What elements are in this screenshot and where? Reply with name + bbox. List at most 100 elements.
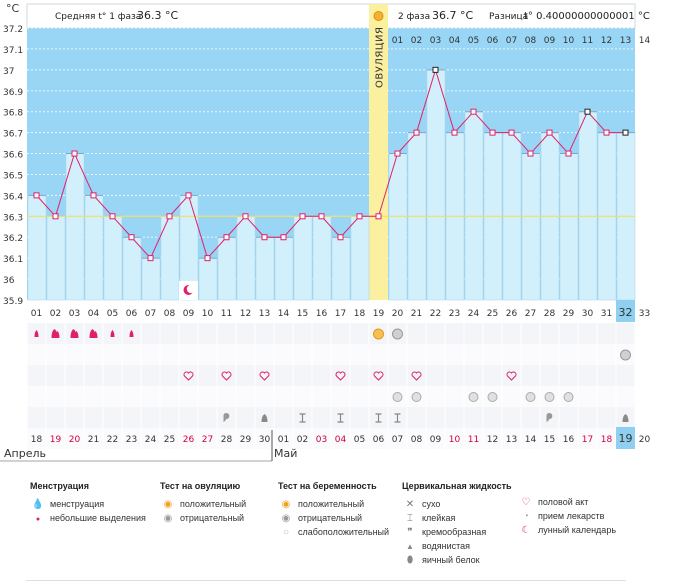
phase1-label: Средняя t° 1 фаза — [55, 12, 141, 22]
creamy-icon — [546, 413, 553, 422]
temp-bar — [274, 236, 294, 301]
pill-icon: ◔ — [522, 511, 530, 522]
calendar-date: 16 — [563, 435, 575, 445]
legend-item: ○ слабоположительный — [278, 525, 389, 539]
legend-item: ⌶ клейкая — [402, 511, 512, 525]
top-day-number: 02 — [411, 36, 422, 46]
calendar-date: 29 — [240, 435, 252, 445]
ovulation-column — [369, 4, 388, 300]
pill-icon — [411, 392, 422, 402]
temperature-point — [242, 213, 249, 220]
temp-bar — [464, 111, 484, 301]
temperature-point — [337, 234, 344, 241]
temp-bar — [103, 216, 123, 301]
heart-icon — [335, 371, 346, 381]
calendar-date: 02 — [297, 435, 308, 445]
temperature-point — [413, 129, 420, 136]
legend-item: ▲ водянистая — [402, 539, 512, 553]
temperature-point — [603, 129, 610, 136]
calendar-date: 10 — [449, 435, 461, 445]
top-day-number: 05 — [468, 36, 479, 46]
temp-bar — [198, 257, 218, 301]
cycle-day-label: 10 — [202, 309, 214, 319]
cycle-day-label: 27 — [525, 309, 536, 319]
top-day-number: 06 — [487, 36, 499, 46]
sticky-icon — [375, 413, 382, 423]
cycle-day-label: 20 — [392, 309, 404, 319]
ovulation-label: ОВУЛЯЦИЯ — [375, 27, 386, 89]
y-tick-label: 36.8 — [3, 109, 23, 119]
y-tick-label: 36.4 — [3, 192, 23, 202]
y-unit: °C — [6, 2, 20, 15]
legend-cervical-fluid: Цервикальная жидкость ✕ сухо ⌶ клейкая ❞ кр… — [402, 481, 512, 567]
legend-ovulation-test: Тест на овуляцию ◉ положительный ◉ отрицат… — [160, 481, 246, 525]
temperature-point — [546, 129, 553, 136]
temperature-line — [36, 68, 626, 260]
negative-test-icon: ◉ — [163, 513, 173, 524]
temp-bar — [46, 216, 66, 301]
temperature-point — [565, 150, 572, 157]
header-strip — [26, 3, 636, 29]
pill-icon — [525, 392, 536, 402]
heart-icon — [373, 371, 384, 381]
temp-bar — [426, 69, 446, 301]
temperature-point — [299, 213, 306, 220]
cycle-day-label: 08 — [164, 309, 176, 319]
dry-icon: ✕ — [405, 499, 415, 510]
top-day-number: 04 — [449, 36, 461, 46]
cycle-day-label: 06 — [126, 309, 138, 319]
legend-label: половой акт — [538, 497, 589, 507]
positive-test-icon: ◉ — [281, 499, 291, 510]
menstruation-icon: 💧 — [31, 499, 45, 510]
diff-value: t° 0.40000000000001 °C — [524, 11, 650, 22]
cycle-day-label: 02 — [50, 309, 61, 319]
month-label: Май — [274, 447, 297, 460]
calendar-date: 03 — [316, 435, 327, 445]
calendar-date: 08 — [411, 435, 423, 445]
calendar-date: 11 — [468, 435, 479, 445]
calendar-date: 22 — [107, 435, 118, 445]
legend-title: Тест на овуляцию — [160, 481, 241, 491]
calendar-date: 27 — [202, 435, 213, 445]
negative-test-icon: ◉ — [281, 513, 291, 524]
y-tick-label: 37.1 — [3, 46, 23, 56]
legend-label: кремообразная — [422, 527, 487, 537]
phase2-value: 36.7 °C — [432, 9, 473, 22]
temperature-point — [489, 129, 496, 136]
heart-icon — [221, 371, 232, 381]
top-day-number: 10 — [563, 36, 575, 46]
legend-item: ❞ кремообразная — [402, 525, 512, 539]
calendar-date: 04 — [335, 435, 347, 445]
legend-other: ♡ половой акт ◔ прием лекарств ☾ лунный кал… — [518, 495, 617, 537]
phase2-label: 2 фаза — [398, 12, 430, 22]
y-tick-label: 36.6 — [3, 151, 23, 161]
temp-bar — [578, 111, 598, 301]
calendar-date: 05 — [354, 435, 365, 445]
calendar-date: 06 — [373, 435, 385, 445]
legend-label: яичный белок — [422, 555, 480, 565]
legend-menstruation: Менструация 💧 менструация ● небольшие выде… — [30, 481, 146, 525]
watery-icon: ▲ — [406, 542, 414, 551]
top-day-number: 12 — [601, 36, 612, 46]
top-day-number: 14 — [639, 36, 651, 46]
cycle-day-label: 01 — [31, 309, 42, 319]
cycle-day-label: 07 — [145, 309, 156, 319]
temperature-point — [261, 234, 268, 241]
calendar-date: 25 — [164, 435, 175, 445]
calendar-date: 07 — [392, 435, 403, 445]
top-day-number: 11 — [582, 36, 593, 46]
legend-label: положительный — [298, 499, 365, 509]
pill-icon — [544, 392, 555, 402]
temperature-point — [375, 213, 382, 220]
sticky-icon — [394, 413, 401, 423]
temp-bar — [27, 195, 47, 301]
temperature-point — [52, 213, 59, 220]
legend-item: ◉ положительный — [278, 497, 389, 511]
top-day-number: 09 — [544, 36, 556, 46]
legend-item: ♡ половой акт — [518, 495, 616, 509]
cycle-day-label: 23 — [449, 309, 460, 319]
cycle-day-label: 09 — [183, 309, 195, 319]
temperature-point — [622, 129, 629, 136]
temperature-point — [280, 234, 287, 241]
